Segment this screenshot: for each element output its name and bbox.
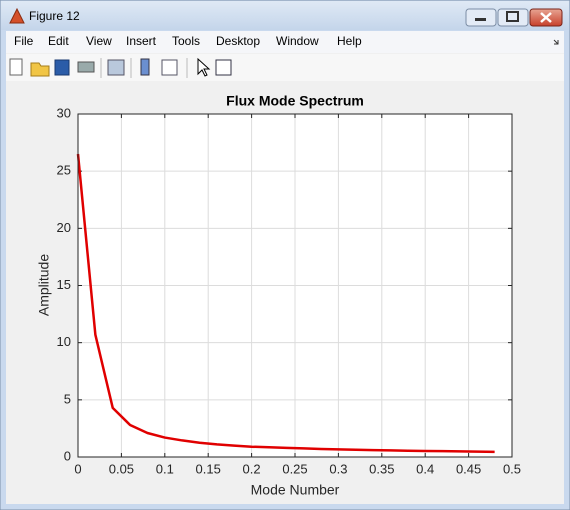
x-tick-label: 0.35: [369, 461, 394, 476]
x-tick-label: 0.3: [329, 461, 347, 476]
minimize-icon: [475, 18, 486, 21]
maximize-icon: [506, 11, 519, 22]
y-tick-label: 30: [57, 105, 71, 120]
save-icon[interactable]: [54, 59, 70, 76]
y-tick-label: 10: [57, 334, 71, 349]
window-title: Figure 12: [29, 9, 80, 23]
y-tick-label: 20: [57, 220, 71, 235]
link-icon[interactable]: [107, 59, 125, 76]
close-icon: [540, 12, 552, 23]
x-tick-label: 0.5: [503, 461, 521, 476]
x-tick-label: 0.25: [282, 461, 307, 476]
axes-box: [77, 113, 513, 458]
chart-title: Flux Mode Spectrum: [226, 93, 364, 109]
y-axis-label: Amplitude: [36, 254, 52, 316]
menu-item[interactable]: View: [86, 34, 112, 48]
toolbar-icons: [9, 57, 232, 78]
legend-icon[interactable]: [161, 59, 178, 76]
colorbar-icon[interactable]: [140, 58, 150, 76]
x-tick-label: 0.1: [156, 461, 174, 476]
menu-item[interactable]: Window: [276, 34, 319, 48]
menu-item[interactable]: Insert: [126, 34, 157, 48]
app-icon: [9, 7, 25, 24]
pointer-icon[interactable]: [197, 57, 211, 77]
menu-item[interactable]: Edit: [48, 34, 69, 48]
menu-item[interactable]: Help: [337, 34, 362, 48]
plot-tools-icon[interactable]: [215, 59, 232, 76]
menu-dock-arrow[interactable]: [553, 39, 559, 45]
x-tick-label: 0: [74, 461, 81, 476]
x-tick-label: 0.2: [243, 461, 261, 476]
menu-item[interactable]: File: [14, 34, 34, 48]
menu-item[interactable]: Desktop: [216, 34, 260, 48]
new-icon[interactable]: [9, 58, 23, 76]
x-tick-label: 0.05: [109, 461, 134, 476]
y-tick-label: 5: [64, 391, 71, 406]
x-tick-label: 0.15: [196, 461, 221, 476]
open-icon[interactable]: [30, 62, 50, 77]
x-tick-label: 0.4: [416, 461, 434, 476]
menu-bar: [6, 31, 564, 53]
x-tick-label: 0.45: [456, 461, 481, 476]
minimize-button[interactable]: [465, 8, 497, 27]
x-axis-label: Mode Number: [251, 482, 340, 498]
print-icon[interactable]: [77, 61, 95, 73]
y-tick-label: 15: [57, 277, 71, 292]
maximize-button[interactable]: [497, 8, 529, 27]
y-tick-label: 25: [57, 163, 71, 178]
data-line: [76, 153, 495, 454]
menu-item[interactable]: Tools: [172, 34, 200, 48]
toolbar: [6, 54, 564, 81]
y-tick-label: 0: [64, 448, 71, 463]
